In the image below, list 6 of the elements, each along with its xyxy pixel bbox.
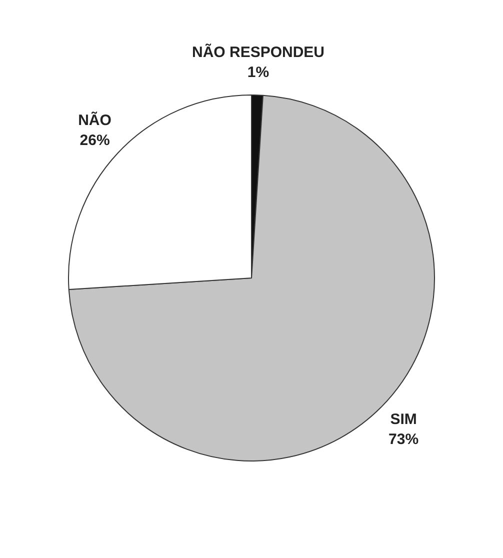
data-label: 1% bbox=[247, 64, 270, 82]
data-label: 73% bbox=[388, 431, 419, 448]
slice-label: NÃO RESPONDEU bbox=[192, 43, 325, 62]
slice-label: SIM bbox=[390, 411, 417, 428]
data-label: 26% bbox=[80, 132, 110, 149]
slice-label: NÃO bbox=[78, 110, 112, 129]
